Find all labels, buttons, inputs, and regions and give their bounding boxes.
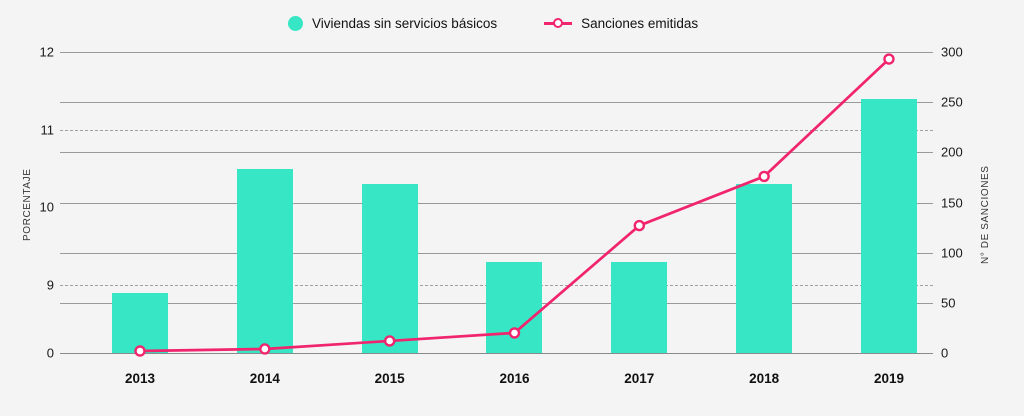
right-axis-title: N° DE SANCIONES (980, 165, 991, 265)
plot-area (60, 52, 933, 357)
tick-right-50: 50 (941, 295, 956, 311)
bar-2013 (112, 292, 168, 353)
bar-2018 (736, 184, 793, 353)
legend-label-sanciones: Sanciones emitidas (581, 16, 699, 31)
line-point-2017 (633, 219, 646, 232)
line-circle-icon (544, 18, 573, 29)
tick-right-250: 250 (941, 94, 963, 110)
teal-dot-icon (288, 16, 303, 31)
gridline-0 (60, 353, 933, 354)
legend: Viviendas sin servicios básicos Sancione… (288, 16, 698, 31)
tick-left-9: 9 (46, 277, 54, 293)
x-label-2016: 2016 (499, 371, 530, 386)
tick-left-12: 12 (39, 44, 54, 60)
gridline-250 (60, 102, 933, 104)
gridline-150 (60, 202, 933, 204)
tick-left-0: 0 (46, 345, 54, 361)
gridline-dotted-11 (60, 129, 933, 131)
tick-right-300: 300 (941, 44, 963, 60)
x-label-2013: 2013 (124, 371, 156, 386)
tick-right-100: 100 (941, 245, 963, 261)
tick-right-0: 0 (941, 345, 949, 361)
legend-item-viviendas: Viviendas sin servicios básicos (288, 16, 497, 31)
x-label-2019: 2019 (873, 371, 904, 386)
gridline-100 (60, 252, 933, 254)
bar-2017 (611, 261, 668, 353)
line-point-2018 (758, 170, 770, 183)
legend-label-viviendas: Viviendas sin servicios básicos (312, 16, 498, 31)
line-point-2019 (883, 53, 895, 65)
x-label-2015: 2015 (374, 371, 405, 386)
gridline-200 (60, 152, 933, 154)
tick-left-11: 11 (40, 122, 55, 138)
tick-right-200: 200 (941, 144, 963, 160)
bar-2014 (236, 168, 293, 353)
bar-2016 (486, 261, 543, 353)
right-axis-ticks: 300 250 200 150 100 50 0 (941, 45, 981, 361)
x-label-2018: 2018 (749, 371, 780, 386)
left-axis-ticks: 12 11 10 9 0 (0, 45, 55, 361)
x-label-2014: 2014 (249, 371, 280, 386)
tick-left-10: 10 (39, 199, 54, 215)
tick-right-150: 150 (941, 195, 963, 210)
bar-2019 (860, 98, 917, 353)
gridline-300 (60, 52, 933, 53)
bar-2015 (361, 184, 418, 353)
legend-item-sanciones: Sanciones emitidas (544, 16, 698, 31)
x-label-2017: 2017 (624, 371, 655, 386)
